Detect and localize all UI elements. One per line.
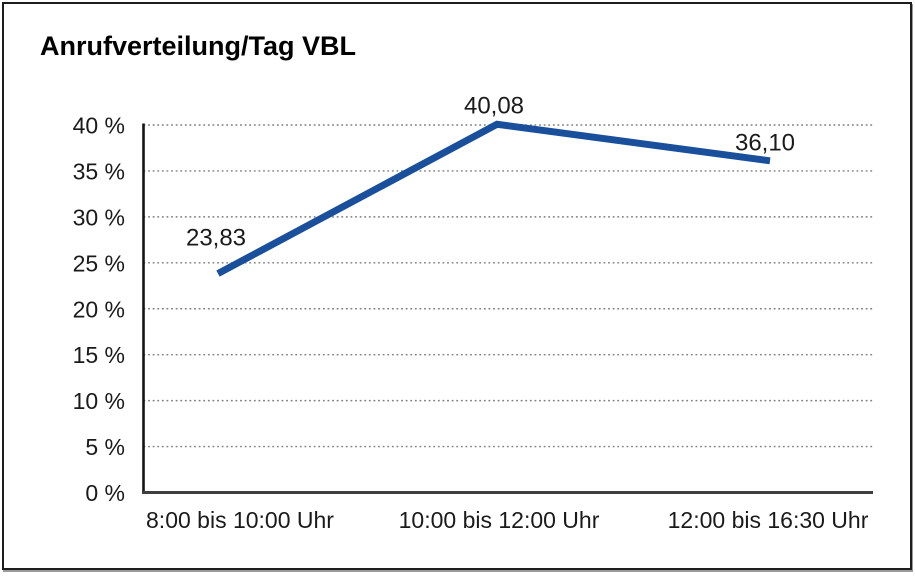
- x-category-label-0: 8:00 bis 10:00 Uhr: [146, 507, 334, 533]
- data-point-label-0: 23,83: [186, 225, 246, 252]
- data-point-label-2: 36,10: [735, 130, 795, 157]
- data-point-label-1: 40,08: [464, 93, 524, 120]
- y-tick-label-25: 25 %: [73, 250, 125, 276]
- data-point-labels: 23,83 40,08 36,10: [186, 93, 795, 252]
- y-axis-tick-labels: 0 % 5 % 10 % 15 % 20 % 25 % 30 % 35 % 40 %: [73, 113, 125, 507]
- gridlines: [143, 124, 873, 448]
- y-tick-label-35: 35 %: [73, 158, 125, 184]
- y-tick-label-30: 30 %: [73, 204, 125, 230]
- series-line: [216, 120, 771, 277]
- y-tick-label-15: 15 %: [73, 342, 125, 368]
- y-tick-label-0: 0 %: [85, 480, 125, 506]
- y-tick-label-20: 20 %: [73, 296, 125, 322]
- x-category-label-1: 10:00 bis 12:00 Uhr: [399, 507, 600, 533]
- y-tick-label-5: 5 %: [85, 434, 125, 460]
- chart-title: Anrufverteilung/Tag VBL: [40, 31, 357, 61]
- y-tick-label-40: 40 %: [73, 113, 125, 139]
- y-tick-label-10: 10 %: [73, 388, 125, 414]
- x-category-label-2: 12:00 bis 16:30 Uhr: [668, 507, 869, 533]
- x-axis-category-labels: 8:00 bis 10:00 Uhr 10:00 bis 12:00 Uhr 12:…: [146, 507, 869, 533]
